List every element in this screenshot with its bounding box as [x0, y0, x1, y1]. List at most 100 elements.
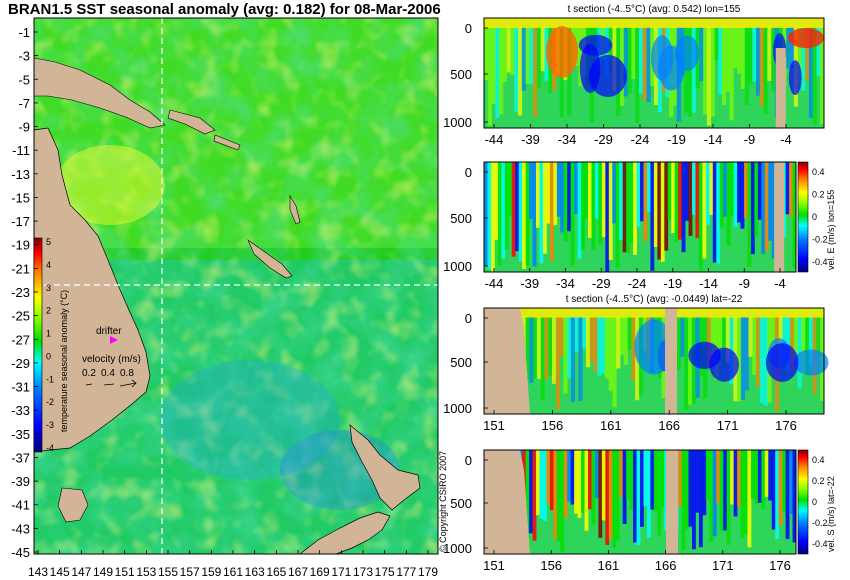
section-column: [681, 162, 686, 253]
section-column: [712, 162, 717, 263]
section-column: [544, 316, 549, 380]
section-column: [710, 316, 715, 361]
section-column: [577, 162, 582, 259]
map-colorbar-tick-label: 0: [46, 351, 51, 361]
drifter-label: drifter: [96, 326, 122, 337]
map-x-tick-label: 147: [71, 565, 91, 579]
map-y-tick-label: -7: [18, 96, 30, 111]
section-column: [518, 162, 523, 262]
cold-anomaly: [588, 54, 627, 97]
velocity-legend-value: 0.8: [120, 368, 134, 379]
section-column: [688, 450, 693, 527]
map-y-tick-label: -3: [18, 49, 30, 64]
section-column: [740, 162, 745, 229]
island-land: [167, 109, 216, 135]
section-column: [653, 162, 658, 247]
section-column: [801, 26, 806, 91]
cold-anomaly: [675, 35, 700, 72]
cold-anomaly: [709, 347, 739, 382]
section-column: [723, 162, 728, 217]
section-column: [712, 450, 717, 537]
map-x-tick-label: 143: [28, 565, 48, 579]
section-column: [752, 26, 757, 82]
land-mask: [665, 308, 677, 414]
new-caledonia-land: [247, 239, 293, 279]
section-column: [747, 162, 752, 267]
section-column: [801, 316, 806, 375]
section-column: [582, 316, 587, 349]
section-column: [680, 316, 685, 357]
section-column: [502, 26, 508, 83]
map-x-tick-label: 171: [331, 565, 351, 579]
section-column: [577, 450, 582, 518]
section-column: [640, 450, 644, 527]
velocity-legend-title: velocity (m/s): [82, 354, 141, 365]
section-column: [636, 450, 641, 546]
drifter-marker: [110, 336, 118, 344]
panel-x-tick-label: -9: [744, 132, 756, 147]
panel-x-tick-label: -34: [556, 276, 575, 291]
panel-y-tick-label: 1000: [443, 115, 472, 130]
section-column: [589, 316, 594, 362]
map-x-tick-label: 175: [375, 565, 395, 579]
section-column: [737, 26, 742, 74]
section-column: [605, 162, 610, 272]
section-column: [789, 450, 793, 515]
section-column: [719, 162, 724, 228]
panel-colorbar-tick-label: -0.4: [812, 539, 828, 549]
section-column: [643, 450, 648, 507]
section-column: [626, 450, 630, 500]
section-column: [536, 316, 542, 380]
panel-x-tick-label: -44: [485, 132, 504, 147]
section-column: [631, 26, 636, 80]
section-column: [759, 26, 764, 107]
panel-x-tick-label: -14: [704, 132, 723, 147]
section-column: [629, 450, 634, 510]
panel-colorbar-tick-label: 0: [812, 497, 817, 507]
cold-anomaly: [651, 35, 674, 81]
panel-x-tick-label: 166: [655, 558, 677, 573]
section-column: [730, 162, 734, 217]
section-column: [622, 450, 627, 524]
section-column: [768, 162, 773, 241]
panel-x-tick-label: 156: [540, 558, 562, 573]
section-column: [605, 450, 610, 545]
panel-x-tick-label: -24: [631, 132, 650, 147]
section-column: [515, 162, 520, 252]
section-panels: t section (-4..5°C) (avg: 0.542) lon=155…: [443, 4, 836, 573]
map-colorbar-tick-label: 3: [46, 283, 51, 293]
section-column: [584, 162, 589, 219]
map-y-tick-label: -25: [11, 309, 30, 324]
figure-title: BRAN1.5 SST seasonal anomaly (avg: 0.182…: [8, 1, 441, 18]
map-x-tick-label: 155: [158, 565, 178, 579]
map-x-tick-label: 177: [396, 565, 416, 579]
section-column: [747, 450, 752, 548]
section-column: [726, 450, 731, 545]
island-land: [213, 134, 241, 151]
section-column: [786, 316, 791, 371]
sst-anomaly-map: drifter velocity (m/s) 0.2 0.4 0.8 5 4 3 2 1…: [11, 17, 439, 579]
section-column: [559, 316, 564, 357]
section-column: [626, 162, 630, 254]
section-column: [594, 162, 599, 219]
section-column: [594, 450, 599, 499]
section-column: [790, 26, 795, 68]
panel-x-tick-label: 171: [712, 558, 734, 573]
map-y-tick-label: -31: [11, 380, 30, 395]
section-column: [748, 26, 753, 85]
panel-x-tick-label: 171: [717, 418, 739, 433]
section-column: [532, 450, 537, 541]
section-column: [792, 450, 797, 543]
section-column: [709, 450, 714, 542]
australia-land: [33, 127, 151, 453]
section-column: [782, 450, 786, 512]
section-column: [521, 26, 526, 91]
panel-y-tick-label: 1000: [443, 541, 472, 556]
section-column: [768, 450, 773, 501]
section-column: [792, 162, 797, 269]
panel-y-tick-label: 500: [450, 355, 472, 370]
section-column: [484, 26, 489, 80]
section-panel: t section (-4..5°C) (avg: -0.0449) lat=-…: [443, 294, 829, 433]
section-column: [797, 316, 802, 389]
